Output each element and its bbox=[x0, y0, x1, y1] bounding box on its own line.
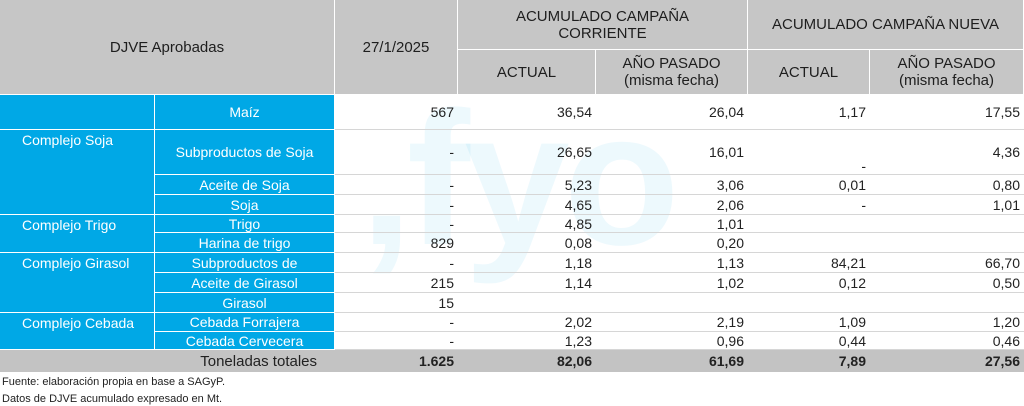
value-cell: 66,70 bbox=[870, 253, 1024, 273]
subheader-note: (misma fecha) bbox=[623, 72, 720, 89]
total-cell: 7,89 bbox=[748, 350, 870, 372]
value-cell bbox=[748, 233, 870, 253]
value-cell: - bbox=[335, 313, 458, 332]
header-date: 27/1/2025 bbox=[335, 0, 458, 95]
value-cell: 3,06 bbox=[596, 175, 748, 195]
subheader-note: (misma fecha) bbox=[898, 72, 995, 89]
value-cell: 2,06 bbox=[596, 195, 748, 215]
value-cell: 0,80 bbox=[870, 175, 1024, 195]
subheader-title: ACTUAL bbox=[778, 63, 839, 81]
product-cell: Cebada Forrajera bbox=[155, 313, 335, 332]
subheader-title: ACTUAL bbox=[496, 63, 557, 81]
value-cell: - bbox=[335, 215, 458, 233]
value-cell: 4,85 bbox=[458, 215, 596, 233]
value-cell bbox=[748, 215, 870, 233]
value-cell: 1,02 bbox=[596, 273, 748, 293]
footer-note: Fuente: elaboración propia en base a SAG… bbox=[2, 376, 226, 388]
value-cell bbox=[870, 293, 1024, 313]
value-cell: 0,96 bbox=[596, 332, 748, 350]
product-cell: Aceite de Girasol bbox=[155, 273, 335, 293]
subheader-title: AÑO PASADO bbox=[622, 55, 721, 72]
total-cell: 61,69 bbox=[596, 350, 748, 372]
product-cell: Harina de trigo bbox=[155, 233, 335, 253]
value-cell: 0,46 bbox=[870, 332, 1024, 350]
value-cell: 0,50 bbox=[870, 273, 1024, 293]
value-cell: - bbox=[335, 253, 458, 273]
subheader: ACTUAL bbox=[748, 50, 870, 95]
value-cell: 0,08 bbox=[458, 233, 596, 253]
value-cell bbox=[458, 293, 596, 313]
value-cell: 2,19 bbox=[596, 313, 748, 332]
value-cell: 829 bbox=[335, 233, 458, 253]
group-header: ACUMULADO CAMPAÑA CORRIENTE bbox=[458, 0, 748, 50]
value-cell: 1,18 bbox=[458, 253, 596, 273]
value-cell: 0,12 bbox=[748, 273, 870, 293]
value-cell: 1,17 bbox=[748, 95, 870, 130]
value-cell: 0,20 bbox=[596, 233, 748, 253]
subheader-title: AÑO PASADO bbox=[897, 55, 996, 72]
value-cell: 2,02 bbox=[458, 313, 596, 332]
value-cell: 1,01 bbox=[596, 215, 748, 233]
product-cell: Subproductos de bbox=[155, 253, 335, 273]
product-cell: Trigo bbox=[155, 215, 335, 233]
product-cell: Cebada Cervecera bbox=[155, 332, 335, 350]
product-cell: Aceite de Soja bbox=[155, 175, 335, 195]
footer-note: Datos de DJVE acumulado expresado en Mt. bbox=[2, 393, 223, 405]
value-cell: - bbox=[335, 195, 458, 215]
value-cell: - bbox=[335, 130, 458, 175]
total-cell: 82,06 bbox=[458, 350, 596, 372]
value-cell: 26,04 bbox=[596, 95, 748, 130]
value-cell: - bbox=[335, 175, 458, 195]
value-cell: 4,36 bbox=[870, 130, 1024, 175]
value-cell bbox=[748, 293, 870, 313]
value-cell: 84,21 bbox=[748, 253, 870, 273]
value-cell: - bbox=[748, 195, 870, 215]
group-cell: Complejo Trigo bbox=[0, 215, 155, 253]
value-cell: 1,01 bbox=[870, 195, 1024, 215]
value-cell: 5,23 bbox=[458, 175, 596, 195]
value-cell: 1,13 bbox=[596, 253, 748, 273]
group-header: ACUMULADO CAMPAÑA NUEVA bbox=[748, 0, 1024, 50]
product-cell: Soja bbox=[155, 195, 335, 215]
subheader: AÑO PASADO (misma fecha) bbox=[596, 50, 748, 95]
value-cell: 0,01 bbox=[748, 175, 870, 195]
subheader: AÑO PASADO (misma fecha) bbox=[870, 50, 1024, 95]
value-cell: 36,54 bbox=[458, 95, 596, 130]
value-cell: 0,44 bbox=[748, 332, 870, 350]
group-cell bbox=[0, 95, 155, 130]
value-cell: - bbox=[748, 130, 870, 175]
value-cell: 16,01 bbox=[596, 130, 748, 175]
watermark: ,fyo bbox=[360, 73, 680, 285]
value-cell: 17,55 bbox=[870, 95, 1024, 130]
product-cell: Maíz bbox=[155, 95, 335, 130]
value-cell bbox=[870, 215, 1024, 233]
total-cell: 1.625 bbox=[335, 350, 458, 372]
total-cell: 27,56 bbox=[870, 350, 1024, 372]
value-cell: 26,65 bbox=[458, 130, 596, 175]
total-label: Toneladas totales bbox=[0, 350, 335, 372]
value-cell: - bbox=[335, 332, 458, 350]
group-cell: Complejo Soja bbox=[0, 130, 155, 215]
value-cell: 15 bbox=[335, 293, 458, 313]
subheader: ACTUAL bbox=[458, 50, 596, 95]
value-cell: 1,20 bbox=[870, 313, 1024, 332]
value-cell: 567 bbox=[335, 95, 458, 130]
value-cell: 4,65 bbox=[458, 195, 596, 215]
product-cell: Girasol bbox=[155, 293, 335, 313]
group-cell: Complejo Girasol bbox=[0, 253, 155, 313]
value-cell: 1,14 bbox=[458, 273, 596, 293]
product-cell: Subproductos de Soja bbox=[155, 130, 335, 175]
value-cell bbox=[596, 293, 748, 313]
header-label: DJVE Aprobadas bbox=[0, 0, 335, 95]
group-cell: Complejo Cebada bbox=[0, 313, 155, 350]
value-cell: 1,23 bbox=[458, 332, 596, 350]
value-cell: 1,09 bbox=[748, 313, 870, 332]
value-cell bbox=[870, 233, 1024, 253]
value-cell: 215 bbox=[335, 273, 458, 293]
